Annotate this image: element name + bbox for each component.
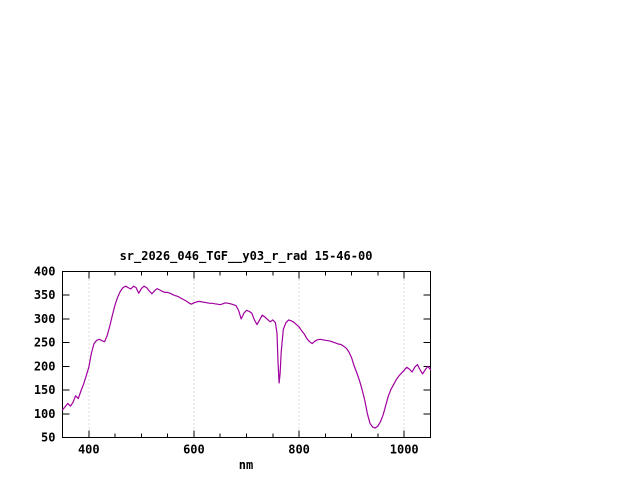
y-tick-label: 400 [34, 265, 56, 279]
x-tick-label: 1000 [390, 443, 419, 457]
y-tick-label: 350 [34, 288, 56, 302]
x-tick-label: 800 [288, 443, 310, 457]
y-tick-label: 50 [41, 431, 55, 445]
y-tick-label: 150 [34, 383, 56, 397]
y-tick-label: 300 [34, 312, 56, 326]
y-tick-label: 200 [34, 359, 56, 373]
spectrum-line [61, 285, 432, 429]
x-tick-label: 600 [183, 443, 205, 457]
y-tick-label: 250 [34, 336, 56, 350]
x-tick-label: 400 [78, 443, 100, 457]
chart-title: sr_2026_046_TGF__y03_r_rad 15-46-00 [119, 249, 373, 263]
y-tick-label: 100 [34, 407, 56, 421]
x-axis-label: nm [238, 458, 254, 472]
